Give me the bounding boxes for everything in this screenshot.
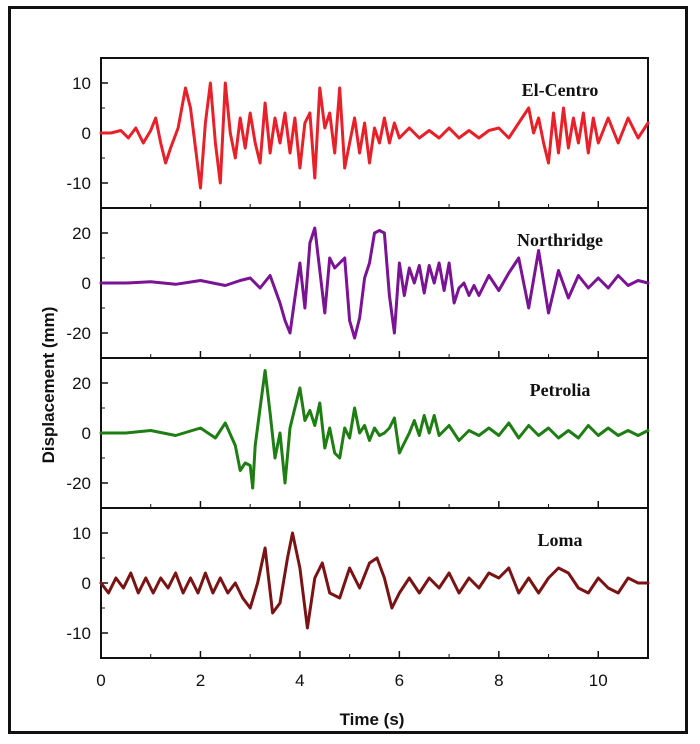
series-line-northridge	[99, 226, 650, 340]
y-tick-label: 0	[82, 574, 91, 593]
panels: 10 0 -10 El-Centro 20 0 -20 Northridge 20 0 -20 Pet…	[66, 57, 650, 659]
panel-northridge: 20 0 -20 Northridge	[66, 207, 650, 359]
y-tick-label: -20	[66, 474, 91, 493]
y-tick-label: 10	[72, 524, 91, 543]
x-tick-label: 10	[589, 671, 608, 690]
y-tick-label: -10	[66, 624, 91, 643]
x-tick-label: 0	[96, 671, 105, 690]
series-label-el-centro: El-Centro	[522, 80, 599, 100]
series-line-petrolia	[99, 369, 650, 490]
x-tick-label: 8	[494, 671, 503, 690]
series-label-petrolia: Petrolia	[530, 380, 591, 400]
y-tick-label: -20	[66, 324, 91, 343]
panel-loma: 10 0 -10 Loma	[66, 507, 650, 659]
y-tick-label: 10	[72, 74, 91, 93]
series-line-el-centro	[99, 81, 650, 190]
x-tick-label: 2	[196, 671, 205, 690]
y-tick-label: 20	[72, 374, 91, 393]
y-tick-label: 0	[82, 274, 91, 293]
x-tick-label: 4	[295, 671, 304, 690]
series-label-loma: Loma	[538, 530, 583, 550]
y-axis-label: Displacement (mm)	[39, 307, 58, 464]
x-tick-label: 6	[395, 671, 404, 690]
panel-el-centro: 10 0 -10 El-Centro	[66, 57, 650, 209]
y-tick-label: 20	[72, 224, 91, 243]
series-line-loma	[99, 531, 650, 630]
y-tick-label: 0	[82, 424, 91, 443]
y-tick-label: 0	[82, 124, 91, 143]
y-tick-label: -10	[66, 174, 91, 193]
series-label-northridge: Northridge	[517, 230, 603, 250]
panel-petrolia: 20 0 -20 Petrolia	[66, 357, 650, 509]
x-axis-label: Time (s)	[340, 710, 405, 729]
x-axis: 0 2 4 6 8 10	[96, 671, 607, 690]
